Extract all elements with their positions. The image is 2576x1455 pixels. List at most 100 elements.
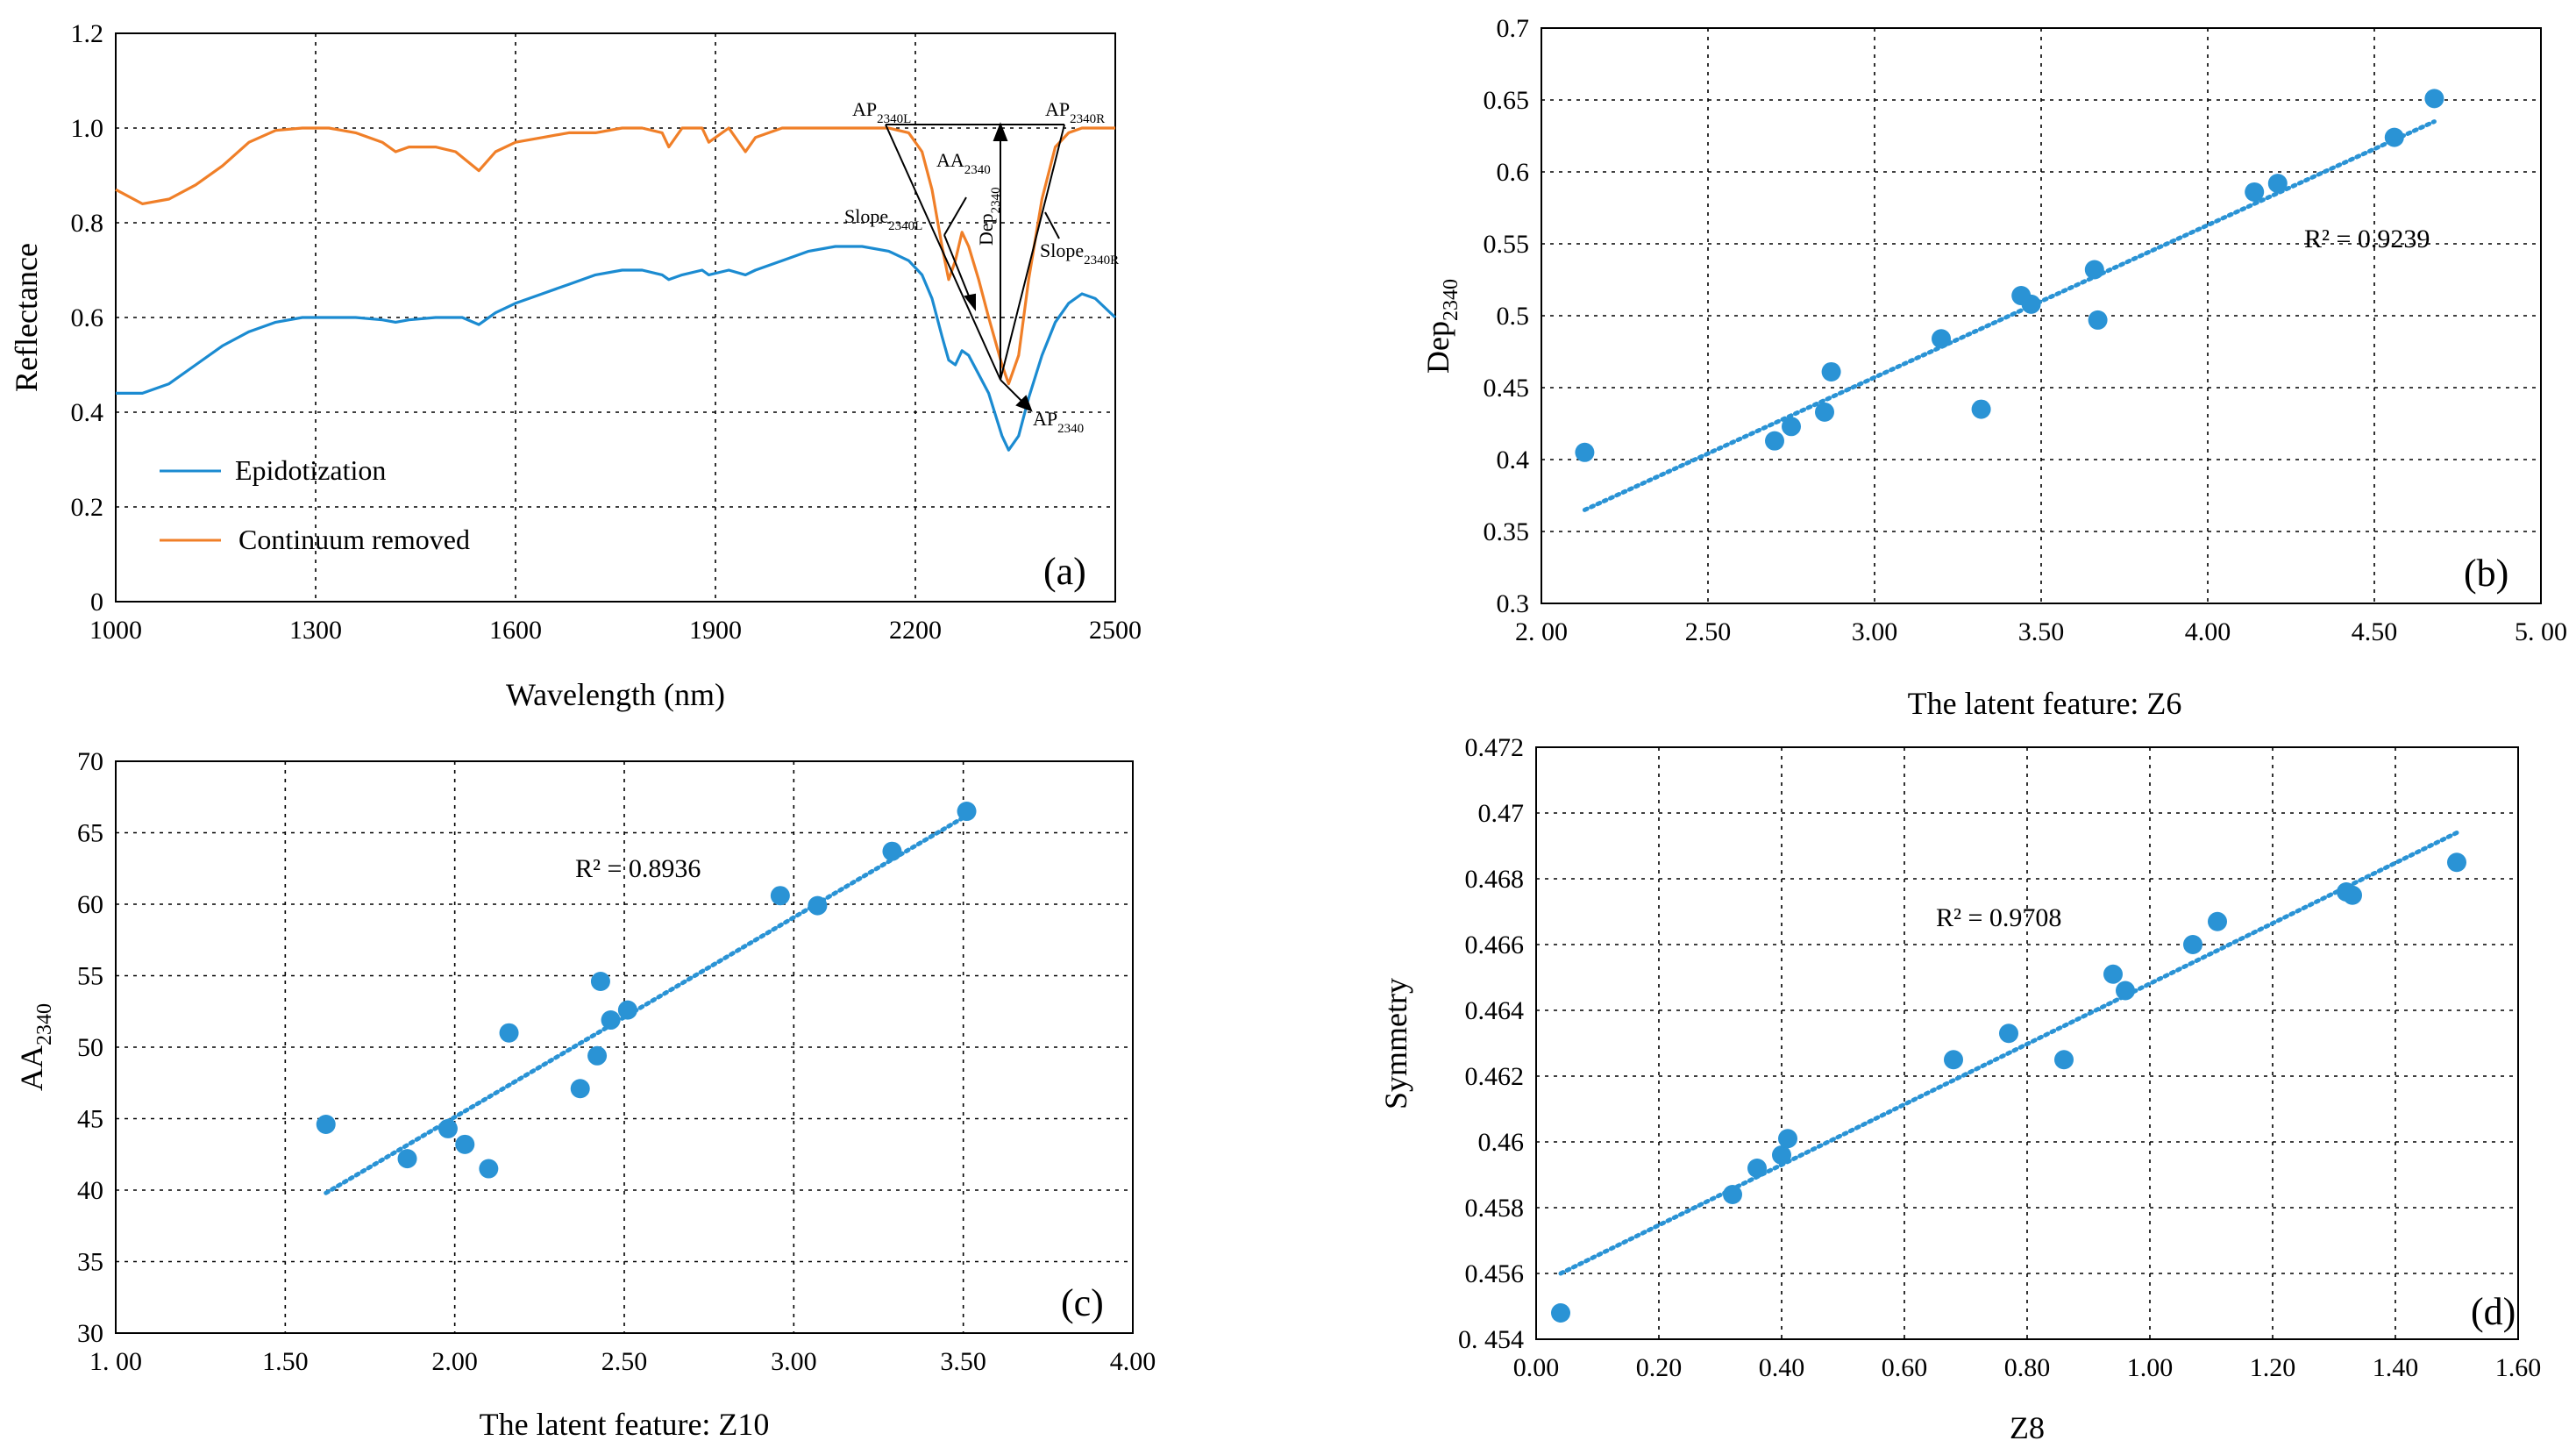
panel-a-tag: (a) — [1043, 550, 1086, 593]
data-point — [1575, 442, 1595, 462]
data-point — [587, 1045, 608, 1066]
slope-right-label: Slope2340R — [1040, 239, 1119, 267]
data-point — [2343, 885, 2362, 905]
panel-d-data-points — [1551, 852, 2466, 1323]
x-tick-label: 1.50 — [262, 1347, 309, 1376]
panel-d-x-axis-label: Z8 — [2010, 1410, 2045, 1445]
x-tick-label: 3.00 — [771, 1347, 817, 1376]
slope-left-arrowhead — [964, 293, 976, 311]
x-tick-label: 0.60 — [1882, 1353, 1928, 1382]
data-point — [2424, 89, 2444, 109]
x-tick-label: 0.80 — [2004, 1353, 2051, 1382]
data-point — [1782, 417, 1801, 437]
data-point — [2267, 174, 2288, 194]
x-tick-label: 2500 — [1089, 616, 1142, 645]
trendline — [1582, 119, 2437, 512]
y-tick-label: 0.464 — [1465, 996, 1525, 1025]
slope-right-line — [1000, 124, 1065, 381]
data-point — [1765, 431, 1784, 451]
y-tick-label: 0.47 — [1478, 799, 1525, 828]
y-tick-label: 0.462 — [1465, 1062, 1525, 1091]
data-point — [397, 1149, 417, 1169]
dep-label: Dep2340 — [975, 187, 1003, 246]
slope-left-line — [885, 124, 1001, 381]
panel-c-data-points — [316, 802, 977, 1179]
panel-a-tick-labels: 1000 1300 1600 1900 2200 2500 0 0.2 0.4 0.6 0.8 1.0… — [71, 19, 1142, 645]
x-tick-label: 2. 00 — [1515, 617, 1568, 646]
y-tick-label: 30 — [77, 1319, 103, 1348]
data-point — [1944, 1050, 1963, 1070]
data-point — [957, 802, 977, 822]
x-tick-label: 1.60 — [2495, 1353, 2542, 1382]
x-tick-label: 1.00 — [2127, 1353, 2174, 1382]
data-point — [1723, 1185, 1742, 1204]
data-point — [1932, 329, 1951, 349]
panel-b-tag: (b) — [2464, 552, 2508, 595]
data-point — [1747, 1159, 1767, 1178]
panel-a-annotation-labels: AP2340L AP2340R AA2340 Dep2340 Slope2340… — [844, 98, 1119, 436]
data-point — [570, 1079, 590, 1099]
data-point — [2208, 911, 2227, 931]
x-tick-label: 2.50 — [1685, 617, 1732, 646]
x-tick-label: 2.00 — [431, 1347, 478, 1376]
y-tick-label: 0.35 — [1484, 517, 1530, 546]
x-tick-label: 5. 00 — [2515, 617, 2567, 646]
x-tick-label: 2200 — [889, 616, 942, 645]
y-tick-label: 0.5 — [1497, 302, 1530, 331]
panel-b-y-axis-label: Dep2340 — [1420, 279, 1462, 374]
panel-b-trendline — [1582, 119, 2437, 512]
ap-left-label: AP2340L — [852, 98, 911, 126]
panel-a-spectra-chart: 1000 1300 1600 1900 2200 2500 0 0.2 0.4 0.6 0.8 1.0… — [9, 19, 1142, 712]
y-tick-label: 0.466 — [1465, 931, 1525, 959]
y-tick-label: 50 — [77, 1033, 103, 1062]
slope-left-pointer — [943, 196, 967, 236]
panel-a-feature-annotations — [885, 122, 1065, 412]
series-line-epidotization — [116, 245, 1117, 452]
data-point — [2084, 260, 2104, 280]
y-tick-label: 0.4 — [71, 398, 104, 427]
x-tick-label: 1900 — [689, 616, 742, 645]
x-tick-label: 1300 — [289, 616, 342, 645]
panel-b-r2-label: R² = 0.9239 — [2304, 225, 2430, 253]
data-point — [2088, 310, 2108, 330]
x-tick-label: 1600 — [489, 616, 542, 645]
panel-c-x-axis-label: The latent feature: Z10 — [480, 1407, 770, 1442]
x-tick-label: 0.00 — [1513, 1353, 1560, 1382]
data-point — [2116, 981, 2135, 1001]
depth-arrowhead — [993, 122, 1008, 141]
data-point — [617, 1000, 637, 1020]
data-point — [1551, 1303, 1570, 1323]
data-point — [438, 1118, 458, 1138]
x-tick-label: 3.50 — [2018, 617, 2065, 646]
data-point — [1778, 1129, 1797, 1149]
x-tick-label: 4.00 — [2185, 617, 2231, 646]
x-tick-label: 1000 — [89, 616, 142, 645]
panel-d-trendline — [1558, 831, 2459, 1276]
y-tick-label: 0.472 — [1465, 733, 1525, 762]
y-tick-label: 0 — [90, 588, 103, 617]
legend-label-continuum: Continuum removed — [238, 524, 470, 555]
data-point — [770, 886, 790, 906]
trendline — [1558, 831, 2459, 1276]
panel-c-tag: (c) — [1061, 1281, 1104, 1324]
panel-a-x-axis-label: Wavelength (nm) — [506, 677, 725, 712]
panel-b-gridlines — [1541, 28, 2541, 603]
legend-label-epidotization: Epidotization — [235, 454, 386, 486]
y-tick-label: 1.2 — [71, 19, 104, 48]
panel-c-r2-label: R² = 0.8936 — [575, 854, 701, 883]
data-point — [2245, 182, 2265, 202]
ap-bottom-label: AP2340 — [1033, 408, 1084, 436]
x-tick-label: 3.00 — [1852, 617, 1898, 646]
panel-d-y-axis-label: Symmetry — [1378, 978, 1413, 1109]
y-tick-label: 0.458 — [1465, 1194, 1525, 1223]
data-point — [316, 1115, 336, 1135]
data-point — [808, 895, 828, 916]
y-tick-label: 0.6 — [71, 303, 104, 332]
panel-d-tick-labels: 0.00 0.20 0.40 0.60 0.80 1.00 1.20 1.40 1.60 0. 4… — [1458, 733, 2541, 1382]
y-tick-label: 0.456 — [1465, 1259, 1525, 1288]
y-tick-label: 0.3 — [1497, 589, 1530, 618]
trendline — [324, 813, 970, 1195]
panel-a-gridlines — [116, 33, 1115, 602]
y-tick-label: 0.4 — [1497, 446, 1530, 474]
data-point — [2183, 935, 2202, 954]
